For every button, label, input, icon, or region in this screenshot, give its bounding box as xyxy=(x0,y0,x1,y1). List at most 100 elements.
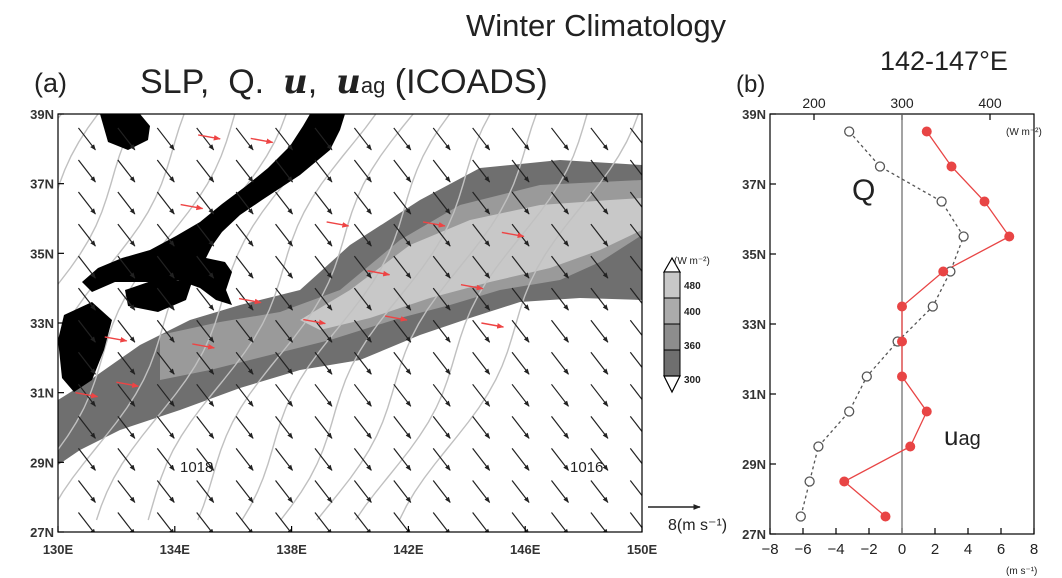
wind-vector xyxy=(314,191,333,215)
wind-vector xyxy=(117,287,136,311)
wind-vector xyxy=(551,191,569,215)
wind-vector xyxy=(511,191,530,215)
uag-profile-line xyxy=(843,131,1011,517)
wind-vector xyxy=(590,319,609,343)
profile-top-tick-label: 200 xyxy=(802,95,826,111)
profile-y-tick-label: 35N xyxy=(742,247,766,262)
panel-b-label: (b) xyxy=(736,71,765,98)
wind-vector xyxy=(314,159,333,183)
wind-vector xyxy=(314,319,333,343)
ageostrophic-vector xyxy=(384,315,408,322)
wind-vector xyxy=(117,127,136,151)
wind-vector xyxy=(117,512,136,532)
uag-profile-points xyxy=(839,126,1015,522)
panel-a-title: SLP, Q. u, uag (ICOADS) xyxy=(140,62,548,102)
wind-vector xyxy=(393,480,412,503)
slp-contour xyxy=(354,114,588,521)
profile-bottom-tick-label: 4 xyxy=(964,541,972,558)
slp-contours xyxy=(58,114,640,521)
wind-vector xyxy=(590,351,609,375)
q-point xyxy=(958,231,969,242)
wind-vector xyxy=(393,383,412,407)
wind-vector xyxy=(551,512,569,532)
colorbar-bin-480 xyxy=(663,271,681,299)
wind-vector xyxy=(156,480,175,503)
colorbar-unit: (W m⁻²) xyxy=(674,256,710,267)
wind-vector xyxy=(275,512,293,532)
wind-vector xyxy=(629,415,642,433)
panel-a-title-ag: ag xyxy=(361,73,385,98)
wind-vector xyxy=(629,223,642,241)
profile-bottom-tick-label: 0 xyxy=(898,541,906,558)
slp-contour xyxy=(58,114,99,191)
wind-vector xyxy=(432,191,451,215)
wind-vector xyxy=(393,351,412,375)
wind-vector xyxy=(314,255,333,279)
wind-vector xyxy=(314,480,333,503)
wind-vector xyxy=(551,127,569,151)
wind-vector xyxy=(156,319,175,343)
wind-vector xyxy=(77,159,96,183)
wind-vector xyxy=(314,448,333,471)
wind-vector xyxy=(156,351,175,375)
wind-vector xyxy=(77,319,96,343)
wind-vector xyxy=(196,383,215,407)
ageostrophic-vector xyxy=(104,336,128,343)
profile-bottom-tick-label: −8 xyxy=(761,541,778,558)
q-point xyxy=(861,371,872,382)
wind-vector xyxy=(353,448,372,471)
colorbar-tick-400: 400 xyxy=(684,307,701,318)
wind-vector xyxy=(629,319,642,337)
profile-bottom-tick-label: 2 xyxy=(931,541,939,558)
colorbar: (W m⁻²) 480 400 360 300 xyxy=(662,256,710,394)
wind-vector xyxy=(629,383,642,401)
wind-vector xyxy=(353,191,372,215)
colorbar-bin-300 xyxy=(663,349,681,377)
wind-vector xyxy=(275,480,294,503)
q-series-label: Q xyxy=(852,174,875,207)
uag-point xyxy=(880,511,891,522)
wind-vector xyxy=(235,480,254,503)
ageostrophic-vector xyxy=(192,343,216,350)
q-point xyxy=(927,301,938,312)
wind-vector xyxy=(472,191,491,215)
wind-vector xyxy=(235,512,254,532)
wind-vector xyxy=(196,480,215,503)
colorbar-bottom-cap xyxy=(663,375,681,394)
profile-y-tick-label: 27N xyxy=(742,527,766,542)
uag-point xyxy=(946,161,957,172)
q-point xyxy=(844,406,855,417)
wind-vector xyxy=(77,127,96,151)
wind-vector xyxy=(117,480,136,503)
wind-vector xyxy=(629,127,642,145)
ageostrophic-vector xyxy=(481,322,505,329)
profile-y-tick-label: 39N xyxy=(742,107,766,122)
panel-a-title-sep: , xyxy=(308,63,336,101)
wind-vector xyxy=(275,127,294,151)
wind-vector xyxy=(472,127,491,151)
colorbar-tick-300: 300 xyxy=(684,375,701,386)
map-panel: 1018 1016 130E 134E 138E 142E 146E 150E 39N 37N… xyxy=(30,107,657,557)
q-point xyxy=(844,126,855,137)
figure-title: Winter Climatology xyxy=(466,8,727,43)
wind-vector xyxy=(472,287,491,311)
wind-vector xyxy=(275,159,294,183)
wind-vector xyxy=(314,383,333,407)
land-kyushu xyxy=(58,302,112,392)
wind-vector xyxy=(196,191,215,215)
wind-vector xyxy=(235,319,254,343)
profile-y-tick-label: 31N xyxy=(742,387,766,402)
wind-vector xyxy=(472,223,491,247)
wind-vector xyxy=(275,415,294,439)
q-point xyxy=(795,511,806,522)
map-y-tick-label: 27N xyxy=(30,525,54,540)
wind-vector xyxy=(235,351,254,375)
map-y-tick-label: 39N xyxy=(30,107,54,122)
q-point xyxy=(874,161,886,172)
wind-vector xyxy=(511,159,530,183)
wind-vector xyxy=(196,319,215,343)
wind-vector xyxy=(629,351,642,369)
ageostrophic-vector xyxy=(238,297,262,305)
wind-vector xyxy=(275,383,294,407)
